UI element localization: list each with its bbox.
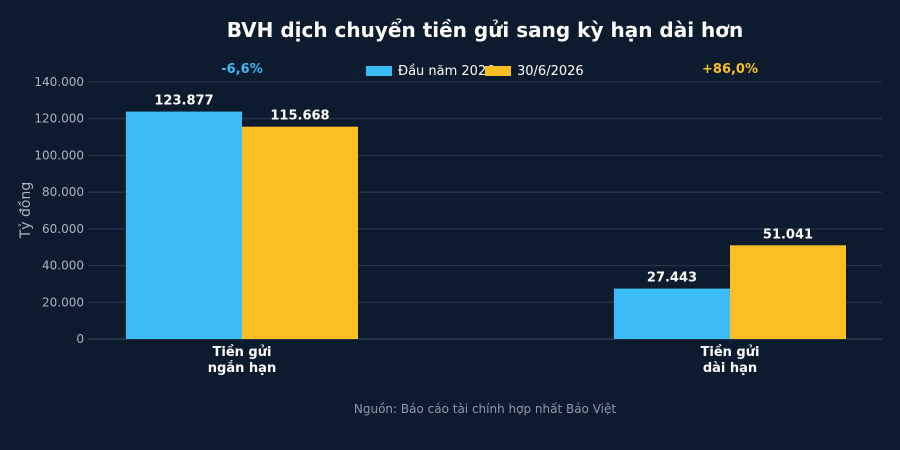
source-note: Nguồn: Báo cáo tài chính hợp nhất Bảo Vi… <box>354 402 616 416</box>
y-tick-label: 20.000 <box>42 295 84 309</box>
category-label: Tiền gửi <box>701 345 760 360</box>
bar-value-label: 27.443 <box>647 271 697 286</box>
legend-swatch <box>485 66 511 76</box>
bar <box>126 111 242 339</box>
category-label: dài hạn <box>703 361 757 376</box>
bar-value-label: 115.668 <box>270 109 329 124</box>
y-tick-label: 80.000 <box>42 185 84 199</box>
legend-label: 30/6/2026 <box>517 64 584 79</box>
bar-value-label: 51.041 <box>763 227 813 242</box>
annotations: -6,6% +86,0% <box>221 62 758 77</box>
change-annotation: +86,0% <box>702 62 758 77</box>
chart-title: BVH dịch chuyển tiền gửi sang kỳ hạn dài… <box>227 18 744 42</box>
y-axis: 0 20.000 40.000 60.000 80.000 100.000 120.000 1… <box>34 75 84 346</box>
y-tick-label: 60.000 <box>42 222 84 236</box>
change-annotation: -6,6% <box>221 62 262 77</box>
y-tick-label: 140.000 <box>34 75 84 89</box>
legend-swatch <box>366 66 392 76</box>
bar <box>614 288 730 339</box>
y-tick-label: 120.000 <box>34 112 84 126</box>
bars: 123.877 27.443 115.668 51.041 <box>126 94 846 340</box>
y-axis-label: Tỷ đồng <box>17 182 34 240</box>
y-tick-label: 40.000 <box>42 259 84 273</box>
category-label: ngắn hạn <box>208 361 276 376</box>
bar-value-label: 123.877 <box>154 94 213 109</box>
category-label: Tiền gửi <box>213 345 272 360</box>
legend: Đầu năm 2026 30/6/2026 <box>366 64 584 79</box>
bar <box>242 126 358 340</box>
legend-label: Đầu năm 2026 <box>398 64 495 79</box>
y-tick-label: 100.000 <box>34 148 84 162</box>
bar <box>730 245 846 339</box>
y-tick-label: 0 <box>76 332 84 346</box>
